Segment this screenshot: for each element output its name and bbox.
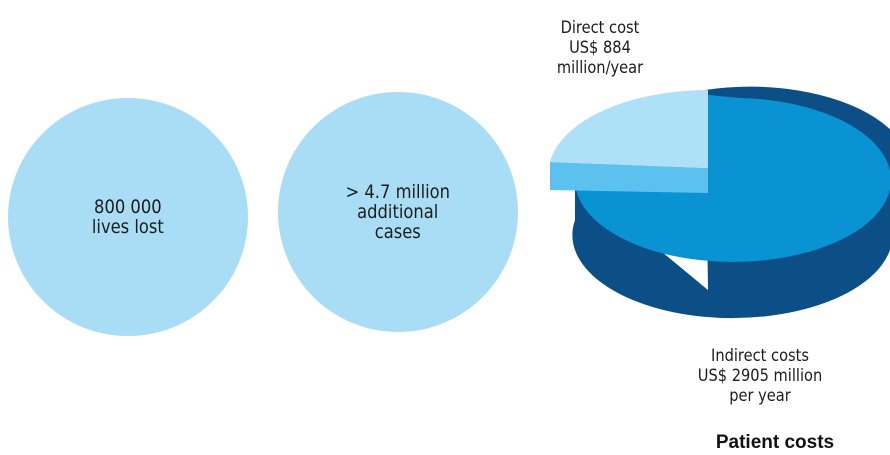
lives-lost-text: 800 000 lives lost — [92, 196, 164, 238]
additional-cases-text: > 4.7 million additional cases — [345, 181, 451, 243]
patient-costs-pie-chart — [550, 86, 890, 319]
lives-lost-circle: 800 000 lives lost — [8, 98, 248, 336]
chart-title: Patient costs — [715, 432, 835, 453]
indirect-cost-label: Indirect costs US$ 2905 million per year — [697, 346, 823, 406]
indirect-cost-slice — [575, 95, 890, 262]
direct-cost-side — [550, 162, 708, 193]
direct-cost-label: Direct cost US$ 884 million/year — [556, 18, 644, 78]
additional-cases-circle: > 4.7 million additional cases — [278, 92, 518, 332]
direct-cost-slice — [550, 90, 708, 168]
